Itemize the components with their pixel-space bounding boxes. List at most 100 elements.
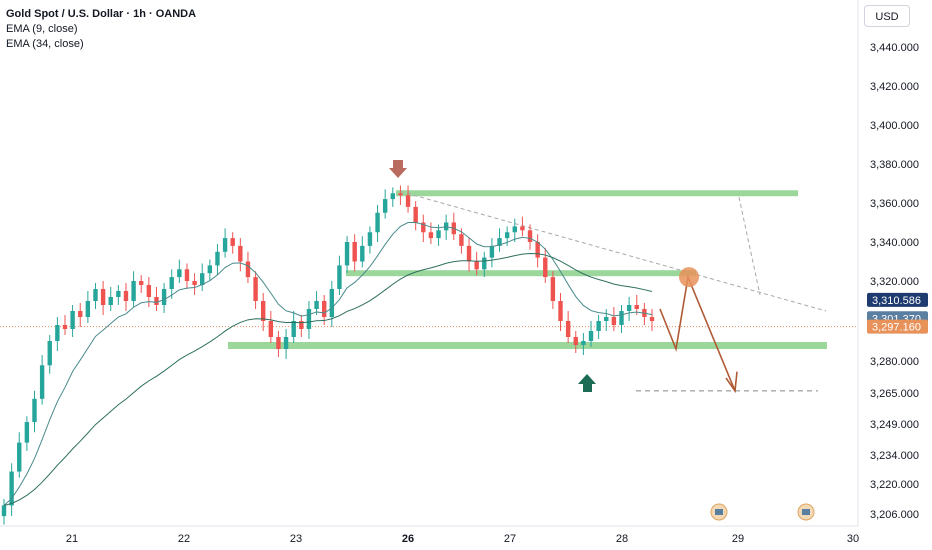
- candle-body: [619, 311, 624, 325]
- candle-body: [428, 232, 434, 239]
- candle-body: [283, 337, 289, 349]
- candle-body: [459, 234, 464, 246]
- candle-body: [375, 212, 380, 233]
- candle-body: [421, 222, 426, 233]
- candle-body: [146, 285, 152, 297]
- candle-body: [581, 341, 586, 345]
- candle-body: [405, 195, 411, 207]
- candle-body: [62, 325, 68, 329]
- candle-body: [535, 242, 540, 258]
- candle-body: [314, 301, 319, 309]
- candle-body: [520, 226, 525, 231]
- x-tick-label: 23: [290, 533, 302, 545]
- x-tick-label: 29: [732, 533, 744, 545]
- candle-body: [47, 341, 52, 366]
- candle-body: [436, 230, 441, 239]
- candle-body: [85, 301, 91, 317]
- y-tick-label: 3,400.000: [870, 120, 919, 132]
- trendline-dashed: [399, 190, 827, 312]
- candle-body: [169, 277, 174, 289]
- support-zone: [228, 342, 827, 349]
- y-tick-label: 3,234.000: [870, 450, 919, 462]
- down-arrow-icon: [389, 160, 407, 178]
- candle-body: [550, 277, 556, 301]
- candle-body: [413, 206, 418, 223]
- candle-body: [17, 442, 22, 472]
- candle-body: [184, 269, 190, 281]
- candle-body: [154, 297, 159, 305]
- candle-body: [24, 422, 30, 443]
- y-tick-label: 3,206.000: [870, 509, 919, 521]
- y-tick-label: 3,380.000: [870, 159, 919, 171]
- candle-body: [100, 289, 106, 305]
- ema9-label: EMA (9, close): [6, 23, 78, 35]
- candle-body: [634, 305, 639, 309]
- candle-body: [482, 257, 487, 270]
- candle-body: [93, 289, 98, 301]
- candle-body: [543, 257, 548, 278]
- candle-body: [70, 311, 75, 329]
- candle-body: [565, 321, 571, 337]
- projection-dashed: [738, 197, 761, 296]
- ema34-label: EMA (34, close): [6, 38, 84, 50]
- candle-body: [596, 321, 601, 331]
- event-flag-icon-inner: [715, 509, 723, 515]
- x-tick-label: 26: [402, 533, 414, 545]
- y-tick-label: 3,440.000: [870, 42, 919, 54]
- candle-body: [268, 321, 274, 337]
- price-tag-label: 3,297.160: [872, 322, 921, 334]
- candle-body: [367, 232, 373, 246]
- candle-body: [382, 199, 388, 213]
- candle-body: [230, 238, 235, 246]
- candle-body: [360, 245, 365, 262]
- x-tick-label: 27: [504, 533, 516, 545]
- price-tag-label: 3,310.586: [872, 295, 921, 307]
- x-tick-label: 21: [66, 533, 78, 545]
- candle-body: [466, 245, 472, 262]
- candle-body: [512, 226, 517, 233]
- resistance-zone-lower: [346, 270, 696, 277]
- candle-body: [299, 321, 304, 329]
- candle-body: [245, 261, 251, 278]
- candle-body: [321, 301, 327, 317]
- symbol-title: Gold Spot / U.S. Dollar · 1h · OANDA: [6, 8, 197, 20]
- currency-button[interactable]: USD: [864, 5, 910, 27]
- y-tick-label: 3,420.000: [870, 81, 919, 93]
- y-tick-label: 3,249.000: [870, 419, 919, 431]
- y-tick-label: 3,320.000: [870, 276, 919, 288]
- candle-body: [626, 305, 632, 311]
- candle-body: [337, 265, 342, 289]
- candle-body: [32, 398, 37, 423]
- candle-body: [604, 317, 609, 321]
- candle-body: [116, 291, 121, 297]
- candle-body: [207, 265, 213, 274]
- candle-body: [489, 245, 495, 258]
- y-tick-label: 3,280.000: [870, 356, 919, 368]
- candle-body: [200, 273, 205, 285]
- candle-body: [39, 365, 45, 399]
- candle-body: [291, 321, 296, 337]
- x-tick-label: 28: [616, 533, 628, 545]
- candle-body: [55, 325, 60, 341]
- price-tag: [867, 319, 928, 334]
- candle-body: [497, 238, 502, 246]
- candle-body: [352, 242, 357, 262]
- candle-body: [390, 193, 395, 200]
- candle-body: [558, 301, 563, 321]
- y-tick-label: 3,265.000: [870, 388, 919, 400]
- y-tick-label: 3,360.000: [870, 198, 919, 210]
- candle-body: [161, 289, 167, 305]
- candle-body: [398, 193, 403, 196]
- ema34-line: [3, 252, 653, 506]
- candle-body: [261, 301, 266, 321]
- candle-body: [108, 297, 113, 305]
- projection-arrowhead: [725, 371, 738, 394]
- projection-path: [659, 274, 736, 392]
- candle-body: [131, 281, 136, 301]
- candle-body: [9, 471, 14, 506]
- candle-body: [1, 505, 7, 517]
- x-tick-label: 30: [847, 533, 859, 545]
- candle-body: [344, 242, 350, 266]
- y-tick-label: 3,340.000: [870, 237, 919, 249]
